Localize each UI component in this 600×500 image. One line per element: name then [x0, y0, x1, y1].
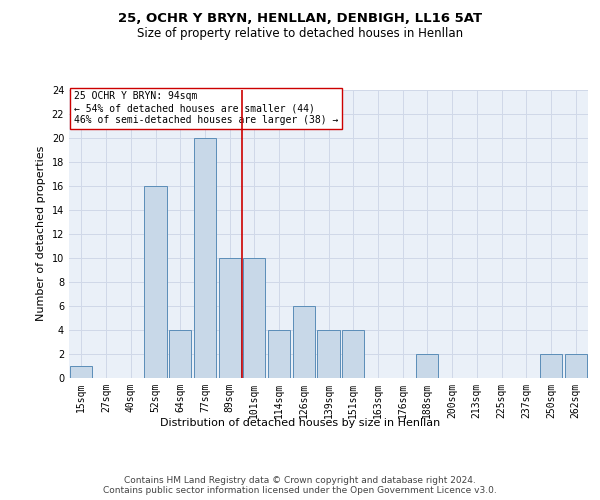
- Text: Distribution of detached houses by size in Henllan: Distribution of detached houses by size …: [160, 418, 440, 428]
- Bar: [194, 138, 216, 378]
- Bar: [70, 366, 92, 378]
- Bar: [565, 354, 587, 378]
- Text: Contains HM Land Registry data © Crown copyright and database right 2024.
Contai: Contains HM Land Registry data © Crown c…: [103, 476, 497, 495]
- Bar: [268, 330, 290, 378]
- Y-axis label: Number of detached properties: Number of detached properties: [36, 146, 46, 322]
- Bar: [317, 330, 340, 378]
- Bar: [342, 330, 364, 378]
- Text: 25, OCHR Y BRYN, HENLLAN, DENBIGH, LL16 5AT: 25, OCHR Y BRYN, HENLLAN, DENBIGH, LL16 …: [118, 12, 482, 26]
- Text: Size of property relative to detached houses in Henllan: Size of property relative to detached ho…: [137, 28, 463, 40]
- Text: 25 OCHR Y BRYN: 94sqm
← 54% of detached houses are smaller (44)
46% of semi-deta: 25 OCHR Y BRYN: 94sqm ← 54% of detached …: [74, 92, 338, 124]
- Bar: [293, 306, 315, 378]
- Bar: [540, 354, 562, 378]
- Bar: [218, 258, 241, 378]
- Bar: [169, 330, 191, 378]
- Bar: [145, 186, 167, 378]
- Bar: [416, 354, 439, 378]
- Bar: [243, 258, 265, 378]
